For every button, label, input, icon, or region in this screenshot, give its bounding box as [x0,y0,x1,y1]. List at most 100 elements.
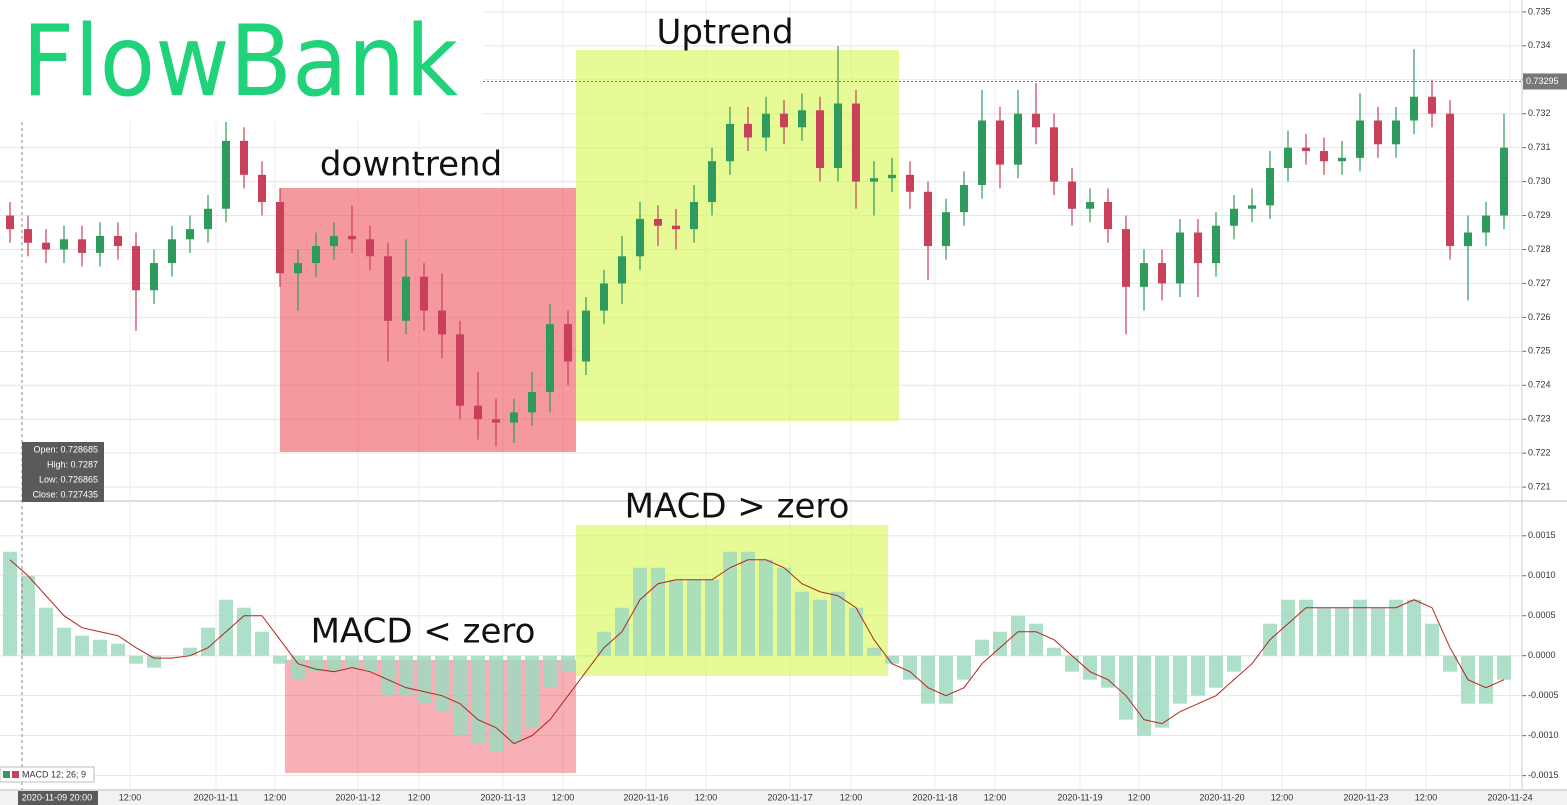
histogram-bar [1011,615,1025,656]
histogram-bar [1245,655,1259,657]
x-tick-label: 2020-11-12 [335,792,380,802]
candle-body [852,103,860,182]
histogram-bar [165,655,179,657]
candle-body [1374,120,1382,145]
histogram-bar [345,655,359,668]
candle-body [114,235,122,247]
histogram-bar [759,559,773,656]
x-tick-label: 2020-11-18 [912,792,957,802]
histogram-bar [1497,655,1511,680]
candle-body [546,324,554,393]
candle-body [780,113,788,128]
histogram-bar [1371,607,1385,656]
histogram-bar [93,639,107,656]
candle-body [960,184,968,213]
legend-swatch [12,771,19,778]
x-tick-label: 2020-11-13 [480,792,525,802]
histogram-bar [669,579,683,656]
histogram-bar [363,655,377,672]
histogram-bar [921,655,935,704]
histogram-bar [525,655,539,728]
candle-body [798,110,806,128]
x-tick-label: 12:00 [408,792,431,802]
x-tick-label: 2020-11-23 [1343,792,1388,802]
histogram-bar [1101,655,1115,688]
histogram-bar [1389,599,1403,656]
annotation: MACD > zero [625,487,850,527]
histogram-bar [489,655,503,752]
histogram-bar [75,635,89,656]
histogram-bar [1191,655,1205,696]
candle-body [384,256,392,321]
plot [3,45,1511,773]
candle-body [672,225,680,230]
tooltip-box [22,442,104,502]
candle-body [564,324,572,362]
histogram-bar [1479,655,1493,704]
candle-body [366,239,374,257]
x-tick-label: 2020-11-17 [767,792,812,802]
candle-body [1410,96,1418,121]
candle-body [222,140,230,209]
x-label-highlight [18,791,98,805]
histogram-bar [435,655,449,712]
candle-body [132,246,140,291]
candle-body [1194,232,1202,264]
histogram-bar [453,655,467,736]
candle-body [510,412,518,423]
candle-body [816,110,824,169]
y-tick-label: 0.0010 [1528,570,1556,580]
candle-body [1248,205,1256,209]
candle-body [438,310,446,335]
legend-box [0,766,95,783]
candle-body [186,229,194,240]
legend-label: MACD 12; 26; 9 [22,769,86,779]
candle-body [96,235,104,253]
candle-body [60,239,68,250]
y-tick-label: 0.727 [1528,278,1551,288]
histogram-bar [1227,655,1241,672]
candle-body [1392,120,1400,145]
candle-body [1266,168,1274,206]
y-tick-label: 0.730 [1528,176,1551,186]
logo-background [0,0,483,122]
histogram-bar [273,655,287,664]
histogram-bar [777,567,791,656]
y-tick-label: -0.0005 [1528,690,1559,700]
candle-body [24,229,32,243]
histogram-bar [1209,655,1223,688]
candle-body [942,212,950,247]
x-tick-label: 2020-11-16 [623,792,668,802]
annotation: Uptrend [656,13,793,53]
histogram-bar [39,607,53,656]
histogram-bar [579,655,593,657]
y-tick-label: -0.0010 [1528,730,1559,740]
candle-body [690,201,698,230]
histogram-bar [3,551,17,656]
histogram-bar [1173,655,1187,704]
candle-body [582,310,590,362]
histogram-bar [723,551,737,656]
histogram-bar [543,655,557,688]
tooltip-text: Close: 0.727435 [32,489,98,499]
histogram-bar [741,551,755,656]
candle-body [1230,208,1238,226]
histogram-bar [471,655,485,744]
candle-body [492,419,500,423]
candle-body [78,239,86,253]
y-tick-label: 0.728 [1528,244,1551,254]
candle-body [888,174,896,179]
y-tick-label: 0.724 [1528,380,1551,390]
candle-body [312,246,320,264]
candle-body [996,120,1004,165]
candle-body [402,276,410,321]
y-tick-label: 0.731 [1528,142,1551,152]
y-tick-label: 0.723 [1528,414,1551,424]
x-tick-label: 2020-11-11 [194,792,239,802]
candle-body [1122,229,1130,287]
x-tick-label: 2020-11-24 [1487,792,1532,802]
histogram-bar [1029,623,1043,656]
x-axis-band [0,790,1567,805]
